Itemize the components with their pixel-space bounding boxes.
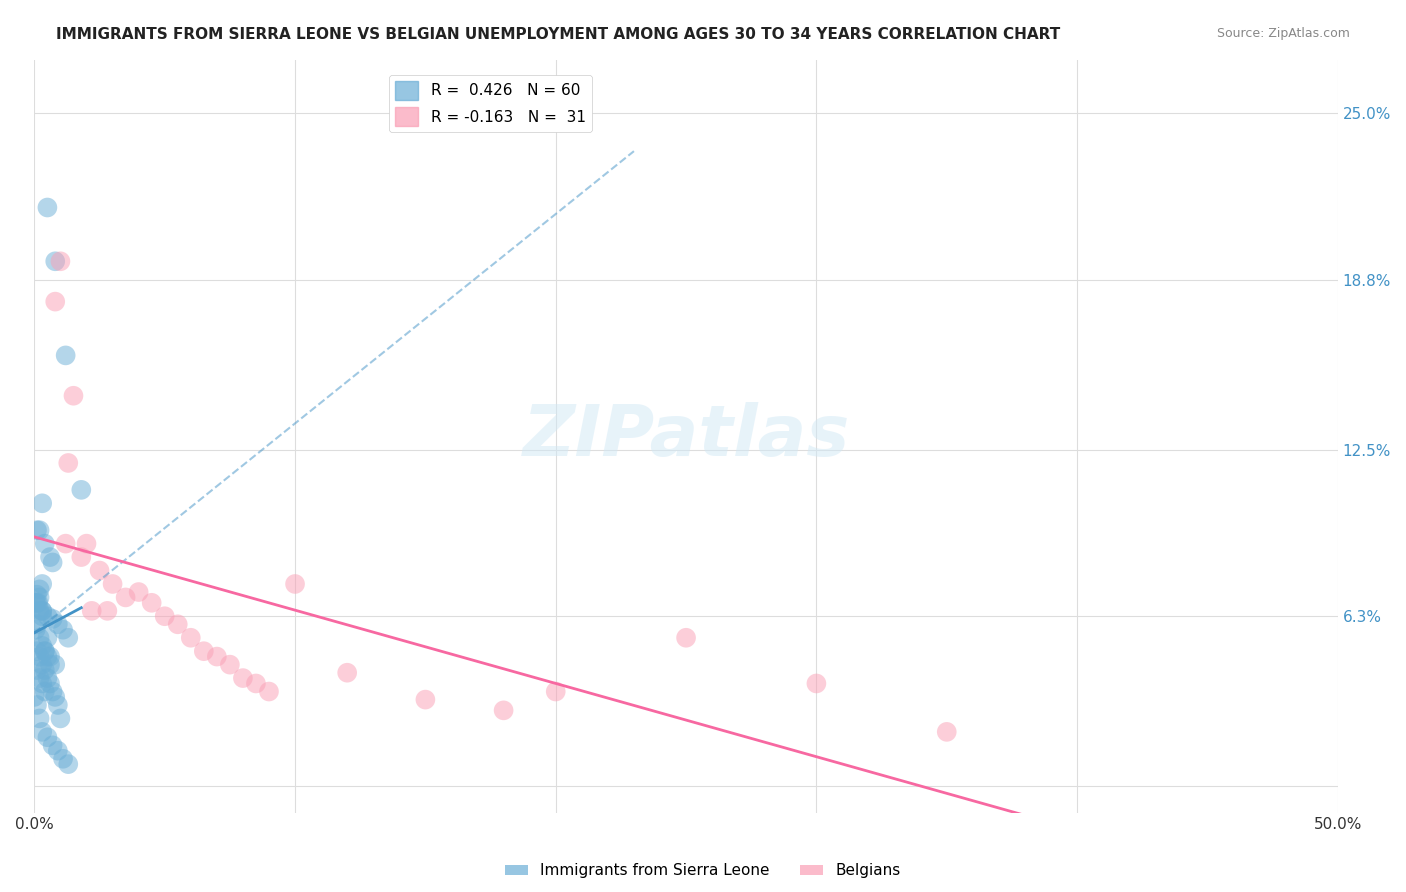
Point — [232, 671, 254, 685]
Point — [415, 692, 437, 706]
Point — [39, 649, 62, 664]
Point — [28, 582, 51, 597]
Point — [39, 676, 62, 690]
Point — [245, 676, 267, 690]
Point — [34, 536, 56, 550]
Point — [55, 348, 77, 362]
Point — [96, 604, 118, 618]
Point — [28, 591, 51, 605]
Point — [25, 644, 48, 658]
Point — [44, 657, 66, 672]
Point — [37, 671, 59, 685]
Point — [284, 577, 307, 591]
Point — [25, 588, 48, 602]
Point — [544, 684, 567, 698]
Point — [34, 644, 56, 658]
Point — [31, 639, 53, 653]
Point — [935, 724, 957, 739]
Point — [31, 604, 53, 618]
Point — [41, 684, 63, 698]
Point — [41, 612, 63, 626]
Point — [34, 644, 56, 658]
Point — [80, 604, 103, 618]
Point — [153, 609, 176, 624]
Point — [25, 523, 48, 537]
Point — [58, 631, 80, 645]
Point — [44, 690, 66, 704]
Point — [70, 483, 93, 497]
Point — [52, 752, 75, 766]
Point — [31, 577, 53, 591]
Point — [58, 757, 80, 772]
Text: ZIPatlas: ZIPatlas — [523, 401, 849, 471]
Point — [62, 389, 84, 403]
Point — [24, 596, 46, 610]
Point — [28, 649, 51, 664]
Legend: R =  0.426   N = 60, R = -0.163   N =  31: R = 0.426 N = 60, R = -0.163 N = 31 — [389, 75, 592, 132]
Point — [31, 657, 53, 672]
Point — [31, 496, 53, 510]
Point — [180, 631, 202, 645]
Point — [31, 604, 53, 618]
Point — [41, 556, 63, 570]
Point — [41, 739, 63, 753]
Point — [37, 731, 59, 745]
Point — [46, 617, 69, 632]
Point — [28, 711, 51, 725]
Point — [101, 577, 124, 591]
Point — [39, 657, 62, 672]
Point — [31, 609, 53, 624]
Point — [39, 550, 62, 565]
Point — [128, 585, 150, 599]
Point — [675, 631, 697, 645]
Point — [55, 536, 77, 550]
Point — [52, 623, 75, 637]
Text: IMMIGRANTS FROM SIERRA LEONE VS BELGIAN UNEMPLOYMENT AMONG AGES 30 TO 34 YEARS C: IMMIGRANTS FROM SIERRA LEONE VS BELGIAN … — [56, 27, 1060, 42]
Text: Source: ZipAtlas.com: Source: ZipAtlas.com — [1216, 27, 1350, 40]
Point — [114, 591, 136, 605]
Point — [25, 596, 48, 610]
Point — [31, 724, 53, 739]
Point — [28, 671, 51, 685]
Point — [37, 631, 59, 645]
Point — [49, 254, 72, 268]
Point — [34, 663, 56, 677]
Point — [205, 649, 228, 664]
Point — [37, 201, 59, 215]
Point — [25, 663, 48, 677]
Point — [22, 690, 45, 704]
Point — [492, 703, 515, 717]
Point — [27, 596, 49, 610]
Point — [89, 564, 111, 578]
Point — [141, 596, 163, 610]
Point — [24, 623, 46, 637]
Point — [166, 617, 188, 632]
Point — [46, 744, 69, 758]
Point — [28, 604, 51, 618]
Point — [44, 294, 66, 309]
Point — [44, 254, 66, 268]
Point — [58, 456, 80, 470]
Point — [336, 665, 359, 680]
Point — [46, 698, 69, 712]
Point — [257, 684, 280, 698]
Point — [37, 649, 59, 664]
Point — [31, 676, 53, 690]
Point — [34, 684, 56, 698]
Point — [28, 523, 51, 537]
Point — [193, 644, 215, 658]
Point — [76, 536, 98, 550]
Point — [49, 711, 72, 725]
Point — [219, 657, 242, 672]
Legend: Immigrants from Sierra Leone, Belgians: Immigrants from Sierra Leone, Belgians — [499, 857, 907, 884]
Point — [28, 631, 51, 645]
Point — [25, 617, 48, 632]
Point — [37, 609, 59, 624]
Point — [806, 676, 828, 690]
Point — [70, 550, 93, 565]
Point — [25, 698, 48, 712]
